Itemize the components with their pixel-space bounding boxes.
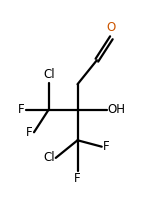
Text: F: F [18,103,24,116]
Text: Cl: Cl [44,68,55,81]
Text: F: F [74,172,81,185]
Text: O: O [107,21,116,34]
Text: F: F [26,126,33,139]
Text: F: F [103,140,110,153]
Text: OH: OH [108,103,126,116]
Text: Cl: Cl [43,151,55,164]
